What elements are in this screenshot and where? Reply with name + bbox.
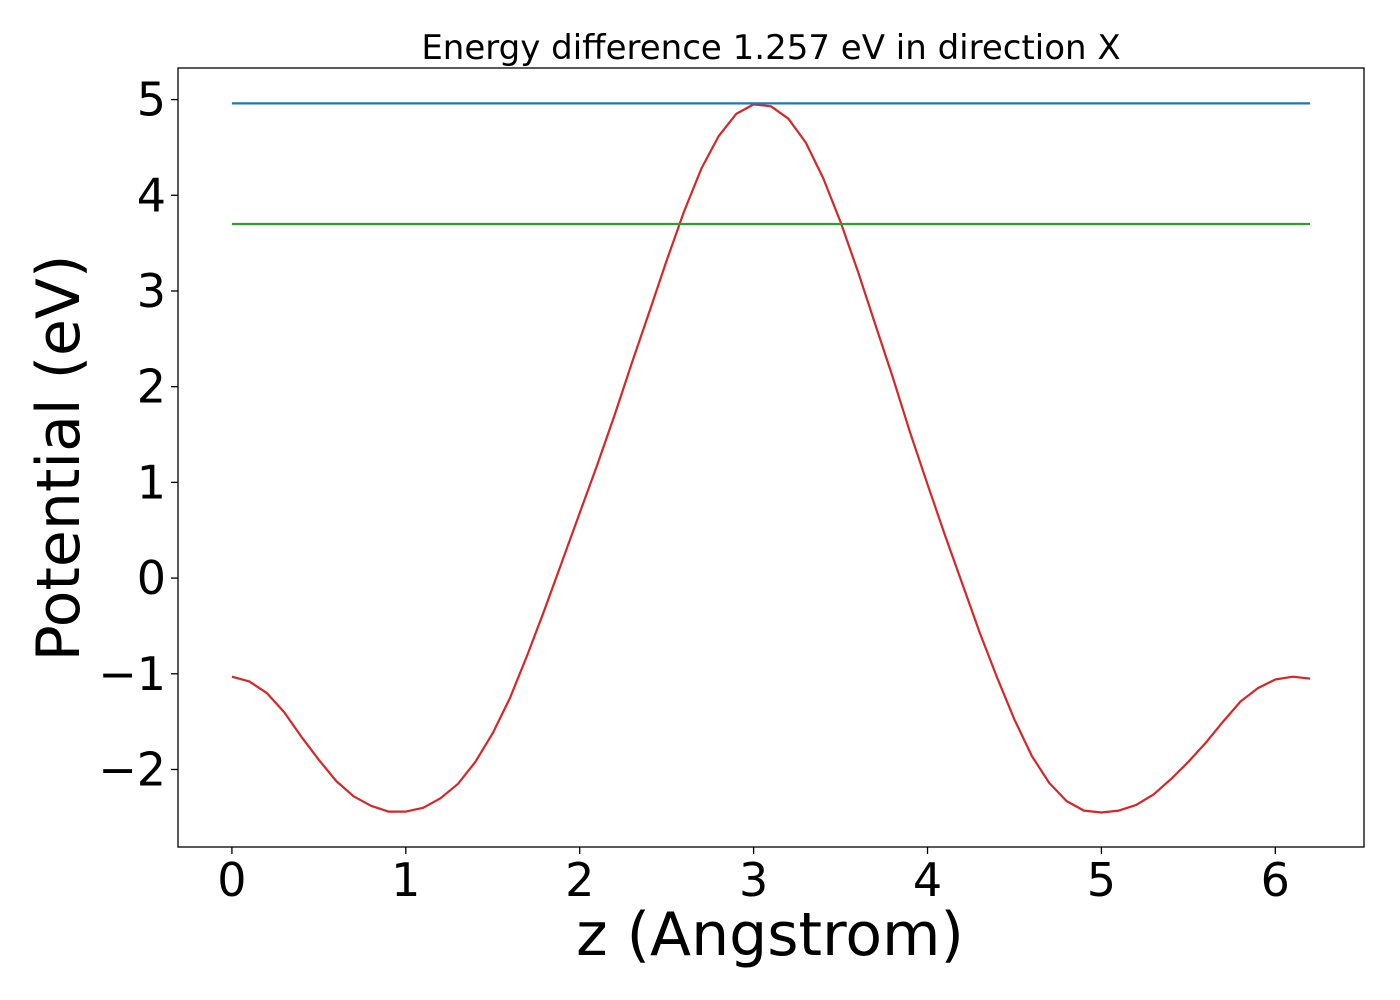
x-axis-label: z (Angstrom) (576, 900, 964, 970)
y-axis-ticks: −2 −1 0 1 2 3 4 5 (98, 73, 178, 796)
y-tick-label: −2 (98, 742, 166, 796)
plot-area (231, 102, 1311, 814)
x-axis-ticks: 0 1 2 3 4 5 6 (217, 847, 1290, 907)
x-tick-label: 5 (1087, 853, 1116, 907)
y-tick-label: 3 (137, 264, 166, 318)
y-tick-label: −1 (98, 647, 166, 701)
axes-frame (177, 67, 1365, 848)
y-tick-label: 0 (137, 551, 166, 605)
x-tick-label: 0 (217, 853, 246, 907)
y-tick-label: 2 (137, 360, 166, 414)
chart-title: Energy difference 1.257 eV in direction … (421, 28, 1120, 68)
x-tick-label: 3 (739, 853, 768, 907)
x-tick-label: 6 (1261, 853, 1290, 907)
series-line-1 (231, 103, 1311, 814)
y-tick-label: 5 (137, 73, 166, 127)
y-tick-label: 4 (137, 168, 166, 222)
y-axis-label: Potential (eV) (24, 255, 94, 662)
x-tick-label: 1 (391, 853, 420, 907)
x-tick-label: 2 (565, 853, 594, 907)
y-tick-label: 1 (137, 455, 166, 509)
x-tick-label: 4 (913, 853, 942, 907)
